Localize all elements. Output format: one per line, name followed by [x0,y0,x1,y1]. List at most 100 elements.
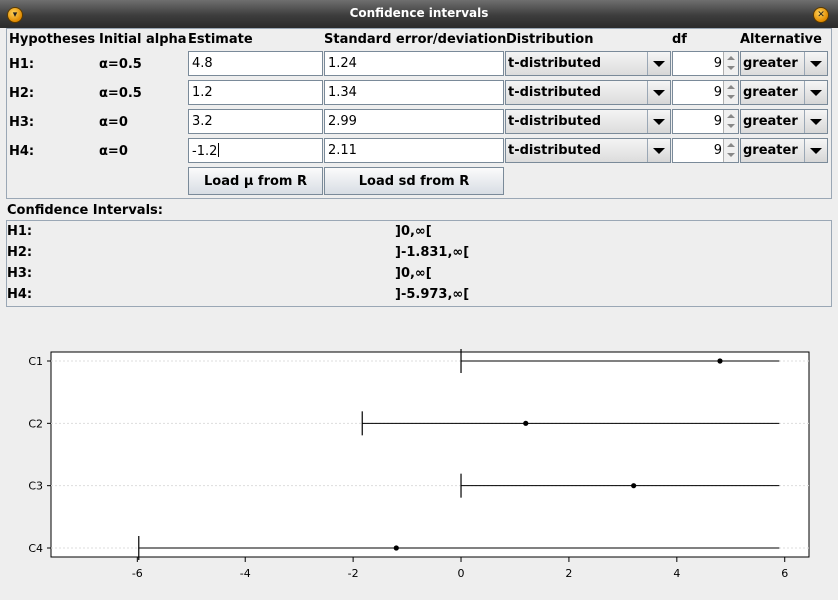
load-mu-button[interactable]: Load μ from R [188,167,323,195]
spin-down-icon[interactable] [727,124,735,128]
y-tick-label: C1 [28,355,43,368]
col-header-alternative: Alternative [740,32,822,47]
chevron-down-icon[interactable] [804,139,827,162]
sd-input-h3[interactable]: 2.99 [324,109,504,134]
col-header-sd: Standard error/deviation [324,32,507,47]
load-sd-button[interactable]: Load sd from R [324,167,504,195]
spin-down-icon[interactable] [727,153,735,157]
chevron-down-icon[interactable] [647,110,670,133]
row-label-h2: H2: [9,86,35,101]
result-label-h2: H2: [7,245,33,260]
distribution-value-h1: t-distributed [508,56,602,71]
spin-down-icon[interactable] [727,95,735,99]
estimate-input-h4[interactable]: -1.2 [188,138,323,163]
x-tick-label: 6 [781,567,788,580]
row-alpha-h3: α=0 [99,115,128,130]
spin-up-icon[interactable] [727,143,735,147]
chevron-down-icon[interactable] [804,110,827,133]
chevron-down-icon[interactable] [804,52,827,75]
row-alpha-h1: α=0.5 [99,57,142,72]
estimate-point-c4 [393,545,399,551]
title-bar: ▾ Confidence intervals ✕ [0,0,838,28]
col-header-alpha: Initial alpha [99,32,187,47]
input-panel [6,28,832,199]
distribution-select-h4[interactable]: t-distributed [505,138,671,163]
row-label-h1: H1: [9,57,35,72]
alternative-value-h2: greater [743,85,798,100]
plot-area [50,351,810,558]
y-tick-label: C3 [28,480,43,493]
distribution-select-h2[interactable]: t-distributed [505,80,671,105]
spinner-buttons[interactable] [723,110,738,133]
estimate-value-h4: -1.2 [192,144,218,159]
distribution-select-h3[interactable]: t-distributed [505,109,671,134]
result-interval-h3: ]0,∞[ [395,266,432,281]
col-header-estimate: Estimate [188,32,253,47]
estimate-point-c1 [717,358,723,364]
plot-svg: C1 C2 C3 C4 -6 -4 -2 0 2 4 6 [28,349,810,580]
spin-up-icon[interactable] [727,85,735,89]
df-spinner-h1[interactable]: 9 [672,51,739,76]
text-cursor [218,143,220,157]
results-panel [6,220,832,307]
spin-up-icon[interactable] [727,56,735,60]
distribution-value-h2: t-distributed [508,85,602,100]
x-tick-label: -4 [240,567,251,580]
result-label-h4: H4: [7,287,33,302]
alternative-select-h1[interactable]: greater [740,51,828,76]
df-spinner-h4[interactable]: 9 [672,138,739,163]
alternative-select-h4[interactable]: greater [740,138,828,163]
sd-input-h2[interactable]: 1.34 [324,80,504,105]
y-tick-label: C4 [28,542,43,555]
spin-down-icon[interactable] [727,66,735,70]
chevron-down-icon[interactable] [804,81,827,104]
estimate-input-h3[interactable]: 3.2 [188,109,323,134]
df-spinner-h2[interactable]: 9 [672,80,739,105]
result-interval-h2: ]-1.831,∞[ [395,245,470,260]
x-tick-label: -6 [132,567,143,580]
sd-input-h1[interactable]: 1.24 [324,51,504,76]
row-label-h3: H3: [9,115,35,130]
estimate-input-h1[interactable]: 4.8 [188,51,323,76]
df-value-h1: 9 [713,56,722,71]
close-icon[interactable]: ✕ [813,7,829,23]
window-menu-icon[interactable]: ▾ [7,7,23,23]
estimate-point-c2 [523,420,529,426]
sd-input-h4[interactable]: 2.11 [324,138,504,163]
alternative-value-h4: greater [743,143,798,158]
chevron-down-icon[interactable] [647,81,670,104]
distribution-value-h4: t-distributed [508,143,602,158]
window-title: Confidence intervals [349,6,489,20]
chevron-down-icon[interactable] [647,52,670,75]
col-header-df: df [672,32,687,47]
df-value-h2: 9 [713,85,722,100]
distribution-select-h1[interactable]: t-distributed [505,51,671,76]
row-alpha-h4: α=0 [99,144,128,159]
df-value-h3: 9 [713,114,722,129]
alternative-value-h3: greater [743,114,798,129]
result-interval-h4: ]-5.973,∞[ [395,287,470,302]
row-alpha-h2: α=0.5 [99,86,142,101]
col-header-hypotheses: Hypotheses [9,32,96,47]
spinner-buttons[interactable] [723,52,738,75]
row-label-h4: H4: [9,144,35,159]
chevron-down-icon[interactable] [647,139,670,162]
results-heading: Confidence Intervals: [7,203,163,218]
spinner-buttons[interactable] [723,139,738,162]
x-tick-label: 2 [565,567,572,580]
col-header-distribution: Distribution [506,32,594,47]
df-value-h4: 9 [713,143,722,158]
result-label-h3: H3: [7,266,33,281]
distribution-value-h3: t-distributed [508,114,602,129]
estimate-point-c3 [631,483,637,489]
estimate-input-h2[interactable]: 1.2 [188,80,323,105]
alternative-select-h3[interactable]: greater [740,109,828,134]
spinner-buttons[interactable] [723,81,738,104]
alternative-select-h2[interactable]: greater [740,80,828,105]
result-label-h1: H1: [7,224,33,239]
spin-up-icon[interactable] [727,114,735,118]
df-spinner-h3[interactable]: 9 [672,109,739,134]
alternative-value-h1: greater [743,56,798,71]
x-tick-label: 0 [458,567,465,580]
y-tick-label: C2 [28,417,43,430]
